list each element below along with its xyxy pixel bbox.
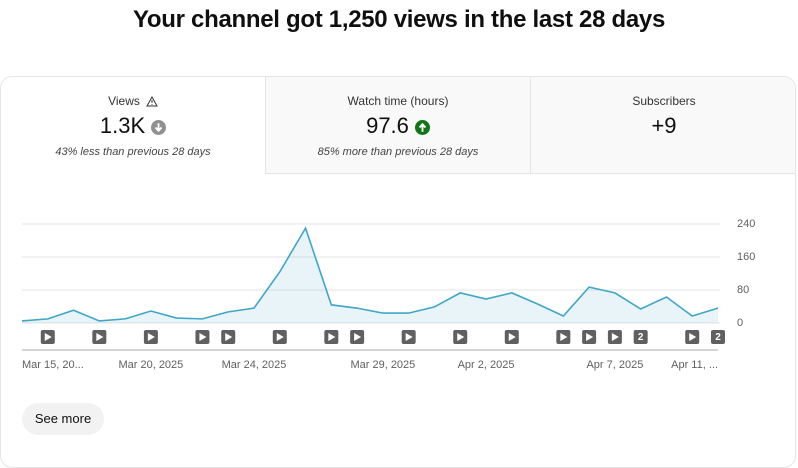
tab-value: 1.3K — [99, 113, 146, 138]
play-icon — [611, 333, 619, 341]
page-title: Your channel got 1,250 views in the last… — [132, 6, 666, 33]
tab-label: Subscribers — [632, 94, 696, 108]
x-tick-label: Mar 15, 20... — [22, 359, 84, 371]
analytics-card: Views 1.3K 43% less than previous 28 day… — [0, 76, 796, 468]
play-icon — [276, 333, 284, 341]
chart: 0 80 160 240 2 2 Mar 15, 20... Mar 20, 2025 Mar … — [21, 218, 755, 371]
y-tick-label: 0 — [737, 317, 743, 329]
play-icon — [405, 333, 413, 341]
up-icon — [414, 119, 430, 135]
video-count: 2 — [715, 332, 721, 343]
y-tick-label: 80 — [737, 284, 749, 296]
tab-label: Watch time (hours) — [347, 94, 449, 108]
down-icon — [151, 119, 167, 135]
x-tick-label: Mar 24, 2025 — [222, 359, 287, 371]
x-tick-label: Apr 11, ... — [671, 359, 718, 371]
video-marker — [633, 330, 648, 344]
play-icon — [147, 333, 155, 341]
x-tick-label: Apr 7, 2025 — [586, 359, 643, 371]
video-count: 2 — [638, 332, 644, 343]
tab[interactable]: Views 1.3K 43% less than previous 28 day… — [1, 77, 266, 174]
tab[interactable]: Subscribers +9 — [531, 77, 795, 174]
play-icon — [328, 333, 336, 341]
y-tick-label: 240 — [737, 218, 755, 230]
tab-note: 85% more than previous 28 days — [317, 146, 479, 158]
play-icon — [586, 333, 594, 341]
area — [22, 228, 718, 323]
line — [21, 226, 719, 322]
play-icon — [44, 333, 52, 341]
play-icon — [96, 333, 104, 341]
play-icon — [560, 333, 568, 341]
play-icon — [354, 333, 362, 341]
page: Your channel got 1,250 views in the last… — [0, 6, 796, 468]
tab-value: 97.6 — [366, 113, 409, 138]
tab-note: 43% less than previous 28 days — [55, 146, 211, 158]
tab-label-row: Views — [1, 94, 265, 108]
play-icon — [225, 333, 233, 341]
tab-value-row: 1.3K — [1, 113, 265, 139]
y-tick-label: 160 — [737, 251, 755, 263]
play-icon — [508, 333, 516, 341]
x-tick-label: Apr 2, 2025 — [458, 359, 515, 371]
tab[interactable]: Watch time (hours) 97.6 85% more than pr… — [266, 77, 531, 174]
tab-value-row: 97.6 — [266, 113, 530, 139]
x-tick-label: Mar 29, 2025 — [350, 359, 415, 371]
see-more-button[interactable]: See more — [22, 403, 104, 435]
video-marker — [711, 330, 725, 344]
warning-icon — [146, 96, 158, 107]
play-icon — [199, 333, 207, 341]
play-icon — [457, 333, 465, 341]
tab-value: +9 — [651, 113, 677, 138]
play-icon — [689, 333, 697, 341]
x-tick-label: Mar 20, 2025 — [118, 359, 183, 371]
tab-label: Views — [108, 94, 140, 108]
